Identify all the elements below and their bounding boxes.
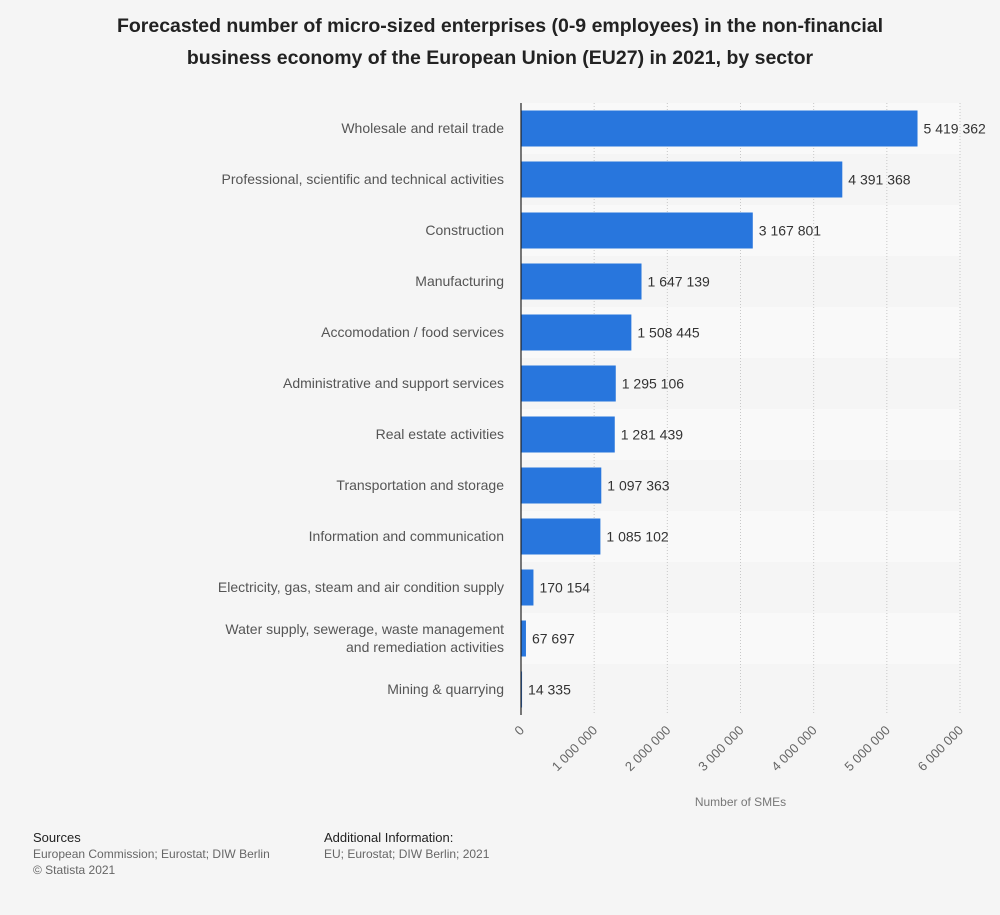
value-label: 1 085 102 (606, 529, 668, 545)
category-label: Mining & quarrying (387, 681, 504, 697)
value-label: 3 167 801 (759, 223, 821, 239)
bar (521, 365, 616, 402)
x-tick-label: 1 000 000 (549, 723, 601, 775)
category-label: Construction (425, 222, 504, 238)
category-label: Information and communication (309, 528, 504, 544)
category-label: Administrative and support services (283, 375, 504, 391)
bar (521, 314, 632, 351)
category-label: Transportation and storage (336, 477, 504, 493)
x-tick-label: 5 000 000 (841, 723, 893, 775)
category-label: Accomodation / food services (321, 324, 504, 340)
x-axis-label: Number of SMEs (695, 795, 786, 809)
category-label: Professional, scientific and technical a… (222, 171, 504, 187)
chart-title: Forecasted number of micro-sized enterpr… (40, 10, 960, 74)
value-label: 1 097 363 (607, 478, 669, 494)
bar (521, 620, 526, 657)
x-tick-label: 6 000 000 (915, 723, 967, 775)
additional-info-text: EU; Eurostat; DIW Berlin; 2021 (324, 847, 490, 861)
value-label: 1 647 139 (648, 274, 710, 290)
value-label: 170 154 (539, 580, 590, 596)
bar (521, 161, 843, 198)
category-label: Wholesale and retail trade (341, 120, 504, 136)
value-label: 67 697 (532, 631, 575, 647)
value-label: 4 391 368 (848, 172, 910, 188)
bar (521, 467, 602, 504)
value-label: 1 508 445 (637, 325, 699, 341)
x-tick-label: 0 (511, 723, 527, 739)
x-tick-label: 2 000 000 (622, 723, 674, 775)
bar (521, 416, 615, 453)
bar (521, 212, 753, 249)
value-label: 14 335 (528, 682, 571, 698)
bar (521, 569, 534, 606)
bars (521, 110, 918, 708)
chart-title-line-1: Forecasted number of micro-sized enterpr… (116, 15, 884, 37)
category-label: and remediation activities (346, 639, 504, 655)
category-label: Manufacturing (415, 273, 504, 289)
sources-block: Sources European Commission; Eurostat; D… (33, 830, 270, 878)
value-label: 1 295 106 (622, 376, 684, 392)
sources-heading: Sources (33, 830, 81, 845)
bar (521, 263, 642, 300)
additional-info-block: Additional Information: EU; Eurostat; DI… (324, 830, 489, 862)
category-label: Real estate activities (376, 426, 504, 442)
value-label: 5 419 362 (924, 121, 986, 137)
grid-lines (593, 103, 961, 715)
additional-info-heading: Additional Information: (324, 830, 454, 845)
value-labels: 5 419 362 4 391 368 3 167 801 1 647 139 1 50… (528, 121, 986, 698)
copyright-text: © Statista 2021 (33, 863, 116, 877)
row-band (521, 613, 960, 664)
bar (521, 518, 601, 555)
x-tick-label: 3 000 000 (695, 723, 747, 775)
sources-text: European Commission; Eurostat; DIW Berli… (33, 847, 270, 861)
x-tick-labels: 0 1 000 000 2 000 000 3 000 000 4 000 000 5 0… (511, 723, 966, 775)
x-tick-label: 4 000 000 (768, 723, 820, 775)
category-label: Water supply, sewerage, waste management (225, 621, 504, 637)
chart-title-line-2: business economy of the European Union (… (186, 47, 814, 69)
category-labels: Wholesale and retail trade Professional, … (218, 120, 504, 697)
category-label: Electricity, gas, steam and air conditio… (218, 579, 504, 595)
bar-chart: Wholesale and retail trade Professional, … (218, 103, 986, 809)
bar (521, 110, 918, 147)
value-label: 1 281 439 (621, 427, 683, 443)
